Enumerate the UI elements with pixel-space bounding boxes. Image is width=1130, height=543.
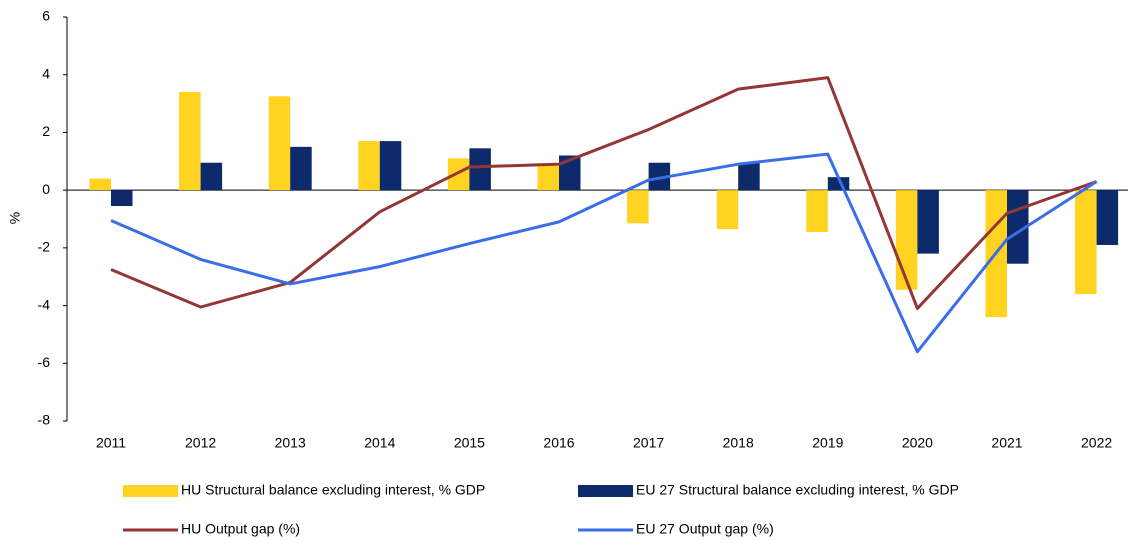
y-tick-label: -2 xyxy=(38,239,51,255)
bar xyxy=(648,162,671,191)
line xyxy=(110,76,1098,310)
bar xyxy=(111,190,133,207)
line xyxy=(110,152,1098,354)
bar xyxy=(447,158,470,191)
bar xyxy=(895,190,918,290)
x-tick-label: 2013 xyxy=(275,435,306,451)
bar xyxy=(379,141,402,191)
bar xyxy=(917,190,939,254)
x-tick-label: 2022 xyxy=(1081,435,1112,451)
legend-label: EU 27 Structural balance excluding inter… xyxy=(636,482,959,498)
y-tick-label: -8 xyxy=(38,412,51,428)
bar xyxy=(537,164,559,191)
bar xyxy=(290,146,312,191)
y-tick-label: -4 xyxy=(38,296,51,312)
x-tick-label: 2015 xyxy=(454,435,485,451)
bar xyxy=(469,148,491,191)
bar xyxy=(559,155,581,191)
bar xyxy=(1075,190,1097,295)
bar xyxy=(89,178,111,191)
legend-label: HU Structural balance excluding interest… xyxy=(181,482,485,498)
bar xyxy=(806,190,828,232)
bar xyxy=(738,162,760,191)
x-tick-label: 2016 xyxy=(543,435,574,451)
y-tick-label: 0 xyxy=(42,181,50,197)
legend-label: HU Output gap (%) xyxy=(181,521,300,537)
legend-swatch xyxy=(123,485,178,497)
bar xyxy=(268,96,291,191)
x-tick-label: 2012 xyxy=(185,435,216,451)
x-tick-label: 2018 xyxy=(723,435,754,451)
y-tick-label: 4 xyxy=(42,65,50,81)
y-tick-label: 6 xyxy=(42,8,50,24)
bar xyxy=(200,162,223,191)
bar xyxy=(716,190,739,230)
bar xyxy=(627,190,649,224)
x-tick-label: 2020 xyxy=(902,435,933,451)
legend-label: EU 27 Output gap (%) xyxy=(636,521,774,537)
x-tick-label: 2017 xyxy=(633,435,664,451)
x-tick-label: 2021 xyxy=(991,435,1022,451)
bar xyxy=(358,141,380,191)
y-tick-label: 2 xyxy=(42,123,50,139)
x-tick-label: 2014 xyxy=(364,435,395,451)
x-tick-label: 2011 xyxy=(96,435,126,451)
bar xyxy=(1096,190,1119,245)
x-tick-label: 2019 xyxy=(812,435,843,451)
bar xyxy=(179,92,201,191)
y-axis-label: % xyxy=(7,212,23,224)
legend-swatch xyxy=(578,485,633,497)
y-tick-label: -6 xyxy=(38,354,51,370)
